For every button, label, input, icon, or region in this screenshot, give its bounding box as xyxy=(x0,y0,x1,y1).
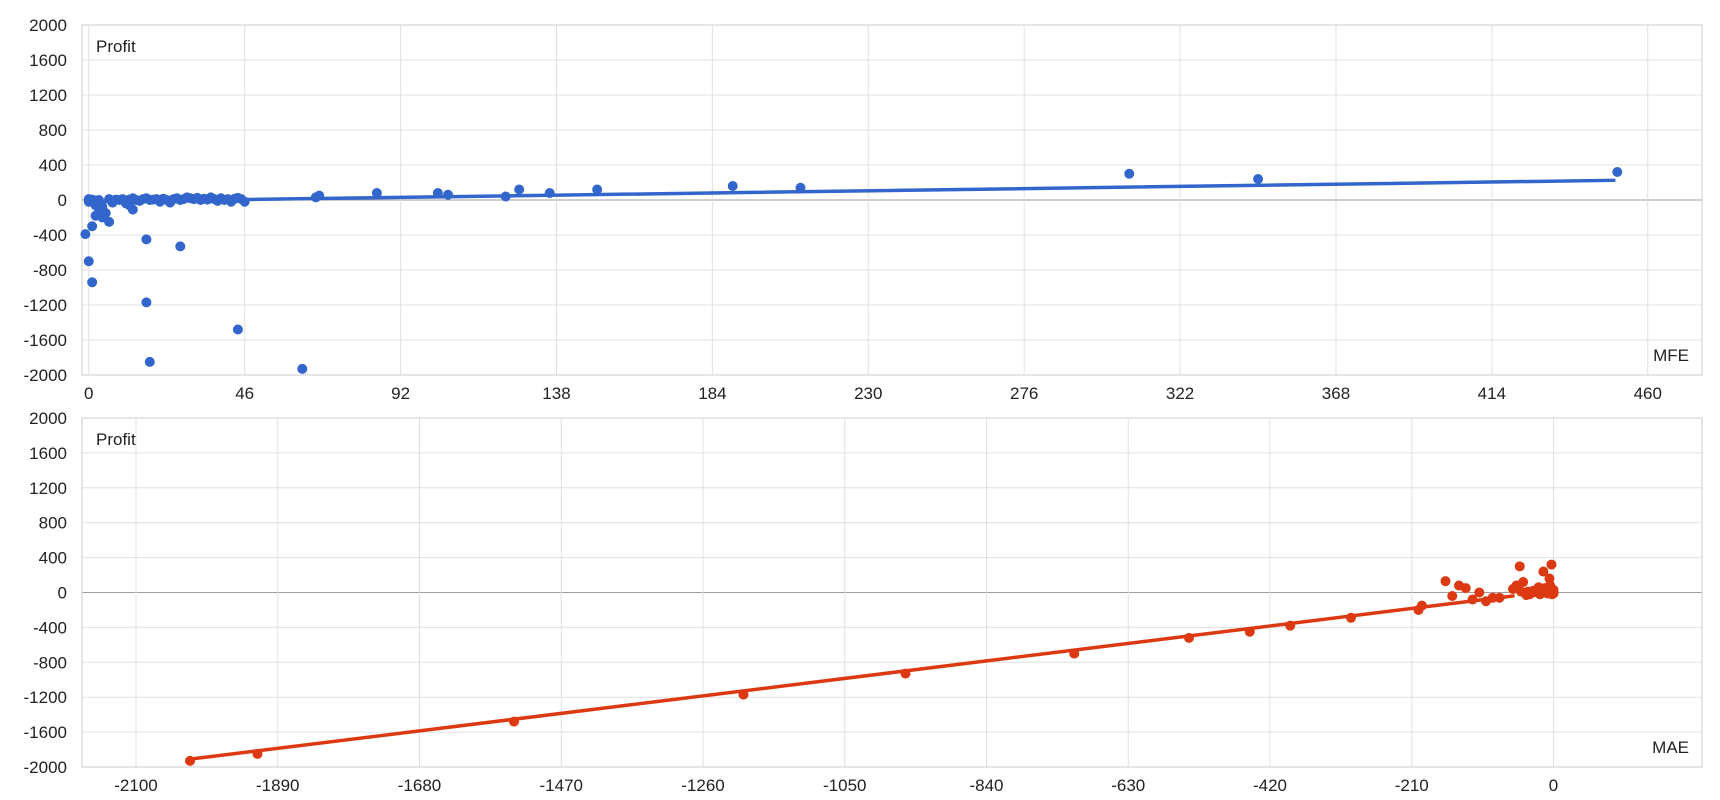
mfe-data-point xyxy=(175,241,186,252)
mfe-y-tick-label: 1600 xyxy=(29,51,67,70)
mfe-y-tick-label: 800 xyxy=(39,121,67,140)
mae-y-tick-label: 0 xyxy=(58,584,67,603)
mae-profit-chart: 2000 1600 1200 800 400 0 -400 -800 -1200 -1600 -20… xyxy=(24,409,1703,795)
mae-x-tick-label: -420 xyxy=(1253,776,1287,795)
mae-x-tick-label: -1680 xyxy=(398,776,441,795)
mfe-x-tick-label: 46 xyxy=(235,384,254,403)
mfe-data-point xyxy=(141,297,152,308)
mfe-data-point xyxy=(90,210,101,221)
mfe-x-tick-label: 184 xyxy=(698,384,726,403)
mfe-x-tick-label: 138 xyxy=(542,384,570,403)
mfe-data-point xyxy=(100,208,111,219)
mfe-x-tick-label: 230 xyxy=(854,384,882,403)
mfe-data-point xyxy=(232,324,243,335)
mae-y-axis-title: Profit xyxy=(96,430,136,449)
mfe-x-tick-label: 276 xyxy=(1010,384,1038,403)
mae-y-tick-label: -800 xyxy=(33,653,67,672)
mfe-data-point xyxy=(514,184,525,195)
mae-data-point xyxy=(1440,576,1451,587)
mfe-data-point xyxy=(1612,167,1623,177)
mae-data-point xyxy=(1535,587,1546,598)
mae-y-tick-label: -1600 xyxy=(24,723,67,742)
mae-data-point xyxy=(1514,561,1525,572)
mae-x-tick-label: 0 xyxy=(1549,776,1558,795)
mfe-x-axis-title: MFE xyxy=(1653,346,1689,365)
mfe-data-point xyxy=(592,184,603,195)
mfe-data-point xyxy=(371,188,382,198)
mfe-data-point xyxy=(127,204,138,215)
mae-y-tick-label: -2000 xyxy=(24,758,67,777)
mae-y-tick-label: 800 xyxy=(39,514,67,533)
mfe-trendline xyxy=(87,178,1616,204)
mae-data-point xyxy=(1518,577,1529,588)
mfe-x-tick-label: 368 xyxy=(1322,384,1350,403)
mfe-y-tick-label: 0 xyxy=(58,191,67,210)
mfe-y-tick-label: -1200 xyxy=(24,296,67,315)
mfe-x-tick-label: 460 xyxy=(1634,384,1662,403)
mae-data-point xyxy=(1546,559,1557,570)
mae-y-tick-label: -1200 xyxy=(24,688,67,707)
mae-x-tick-label: -1890 xyxy=(256,776,299,795)
mae-y-tick-label: 400 xyxy=(39,549,67,568)
mfe-data-point xyxy=(87,221,98,232)
mfe-y-tick-label: -1600 xyxy=(24,331,67,350)
mfe-x-tick-label: 0 xyxy=(84,384,93,403)
mfe-y-tick-label: 2000 xyxy=(29,16,67,35)
mae-data-point xyxy=(1447,590,1458,601)
mae-x-tick-label: -210 xyxy=(1395,776,1429,795)
mae-x-tick-label: -2100 xyxy=(114,776,157,795)
mae-x-tick-label: -1470 xyxy=(540,776,583,795)
mae-y-tick-label: 1600 xyxy=(29,444,67,463)
mfe-data-point xyxy=(80,229,91,240)
mfe-profit-chart: 2000 1600 1200 800 400 0 -400 -800 -1200 -1600 -20… xyxy=(24,16,1703,403)
mfe-x-tick-label: 414 xyxy=(1478,384,1506,403)
mae-y-tick-label: 2000 xyxy=(29,409,67,428)
mfe-y-tick-label: 1200 xyxy=(29,86,67,105)
mae-x-tick-label: -1050 xyxy=(823,776,866,795)
mae-x-tick-label: -1260 xyxy=(681,776,724,795)
mfe-data-point xyxy=(83,256,94,267)
mfe-y-tick-label: 400 xyxy=(39,156,67,175)
mfe-data-point xyxy=(1253,174,1264,184)
mfe-x-tick-label: 322 xyxy=(1166,384,1194,403)
mfe-x-tick-label: 92 xyxy=(391,384,410,403)
mfe-data-point xyxy=(141,234,152,245)
mfe-y-tick-label: -800 xyxy=(33,261,67,280)
mae-plot-frame xyxy=(81,417,1703,768)
mae-trendline xyxy=(188,594,1515,761)
mfe-data-point xyxy=(297,363,308,374)
mae-data-point xyxy=(1460,583,1471,594)
mfe-data-point xyxy=(1124,168,1135,179)
mfe-y-tick-label: -2000 xyxy=(24,366,67,385)
mae-x-tick-label: -630 xyxy=(1111,776,1145,795)
mae-data-point xyxy=(1474,587,1485,598)
mfe-plot-frame xyxy=(81,24,1703,376)
mfe-data-point xyxy=(144,356,155,367)
mae-data-point xyxy=(1538,566,1549,577)
mfe-data-point xyxy=(87,277,98,288)
mae-x-tick-label: -840 xyxy=(969,776,1003,795)
mfe-data-point xyxy=(727,181,738,191)
mfe-data-point xyxy=(104,216,115,227)
mfe-y-tick-label: -400 xyxy=(33,226,67,245)
mae-y-tick-label: -400 xyxy=(33,618,67,637)
mfe-y-axis-title: Profit xyxy=(96,37,136,56)
mae-x-axis-title: MAE xyxy=(1652,738,1689,757)
mae-y-tick-label: 1200 xyxy=(29,479,67,498)
